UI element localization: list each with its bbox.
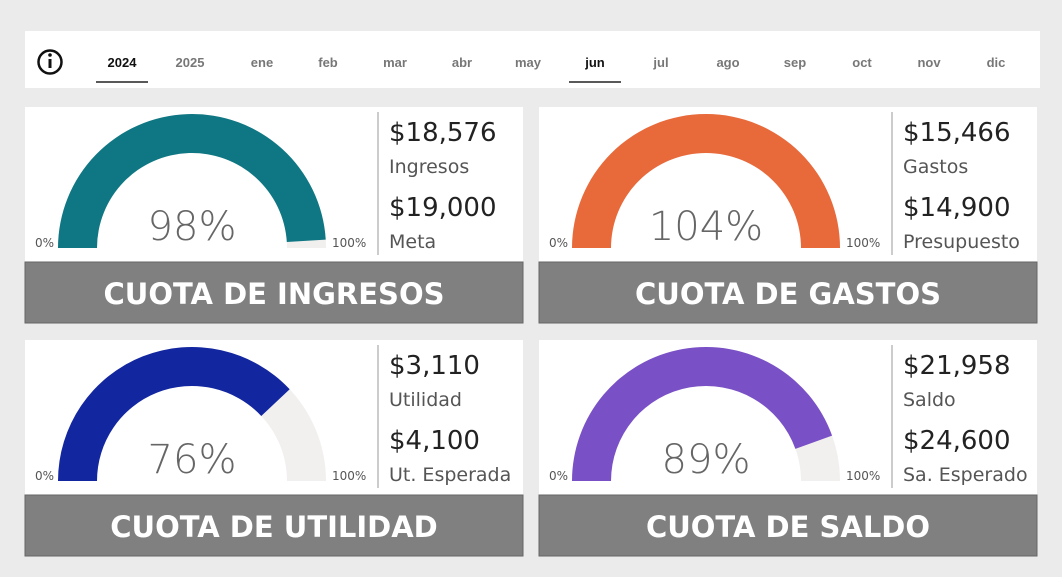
kpi-label: Ingresos [389,156,469,178]
kpi-label: Gastos [903,156,968,178]
kpi-label: Presupuesto [903,231,1020,253]
gauge-fill [58,113,326,248]
filter-tab[interactable]: ago [716,55,739,70]
gauge-fill [572,114,840,248]
gauge-fill [572,347,833,481]
info-icon[interactable] [37,49,63,75]
kpi-label: Meta [389,231,436,253]
filter-tab[interactable]: sep [784,55,806,70]
filter-tab[interactable]: 2024 [108,55,138,70]
card-title: CUOTA DE UTILIDAD [110,510,438,544]
card-title: CUOTA DE INGRESOS [104,277,445,311]
gauge-max: 100% [846,236,880,250]
gauge-percent: 89% [662,437,751,483]
kpi-value: $19,000 [389,193,497,223]
kpi-label: Sa. Esperado [903,464,1028,486]
title-band [538,261,1038,324]
filter-tab[interactable]: oct [852,55,872,70]
gauge-max: 100% [846,469,880,483]
filter-tab[interactable]: may [515,55,542,70]
gauge-min: 0% [549,469,568,483]
kpi-value: $14,900 [903,193,1011,223]
kpi-value: $18,576 [389,118,497,148]
kpi-label: Saldo [903,389,956,411]
kpi-label: Utilidad [389,389,462,411]
gauge-min: 0% [35,236,54,250]
title-band [24,261,524,324]
filter-tab[interactable]: abr [452,55,472,70]
gauge-percent: 104% [649,204,763,250]
card-title: CUOTA DE GASTOS [635,277,941,311]
title-band [538,494,1038,557]
filter-bar [25,31,1040,88]
kpi-value: $21,958 [903,351,1011,381]
filter-tab[interactable]: nov [917,55,941,70]
gauge-max: 100% [332,236,366,250]
gauge-min: 0% [549,236,568,250]
title-band [24,494,524,557]
kpi-value: $4,100 [389,426,480,456]
filter-tab[interactable]: ene [251,55,273,70]
filter-tab[interactable]: 2025 [176,55,205,70]
gauge-max: 100% [332,469,366,483]
filter-tab[interactable]: feb [318,55,338,70]
filter-tab[interactable]: jun [584,55,605,70]
filter-tab[interactable]: dic [987,55,1006,70]
gauge-percent: 98% [148,204,237,250]
card-title: CUOTA DE SALDO [646,510,930,544]
kpi-label: Ut. Esperada [389,464,511,486]
filter-tab[interactable]: jul [652,55,668,70]
kpi-value: $24,600 [903,426,1011,456]
kpi-value: $3,110 [389,351,480,381]
gauge-percent: 76% [148,437,237,483]
gauge-min: 0% [35,469,54,483]
gauge-fill [58,347,290,481]
kpi-value: $15,466 [903,118,1011,148]
filter-tab[interactable]: mar [383,55,407,70]
